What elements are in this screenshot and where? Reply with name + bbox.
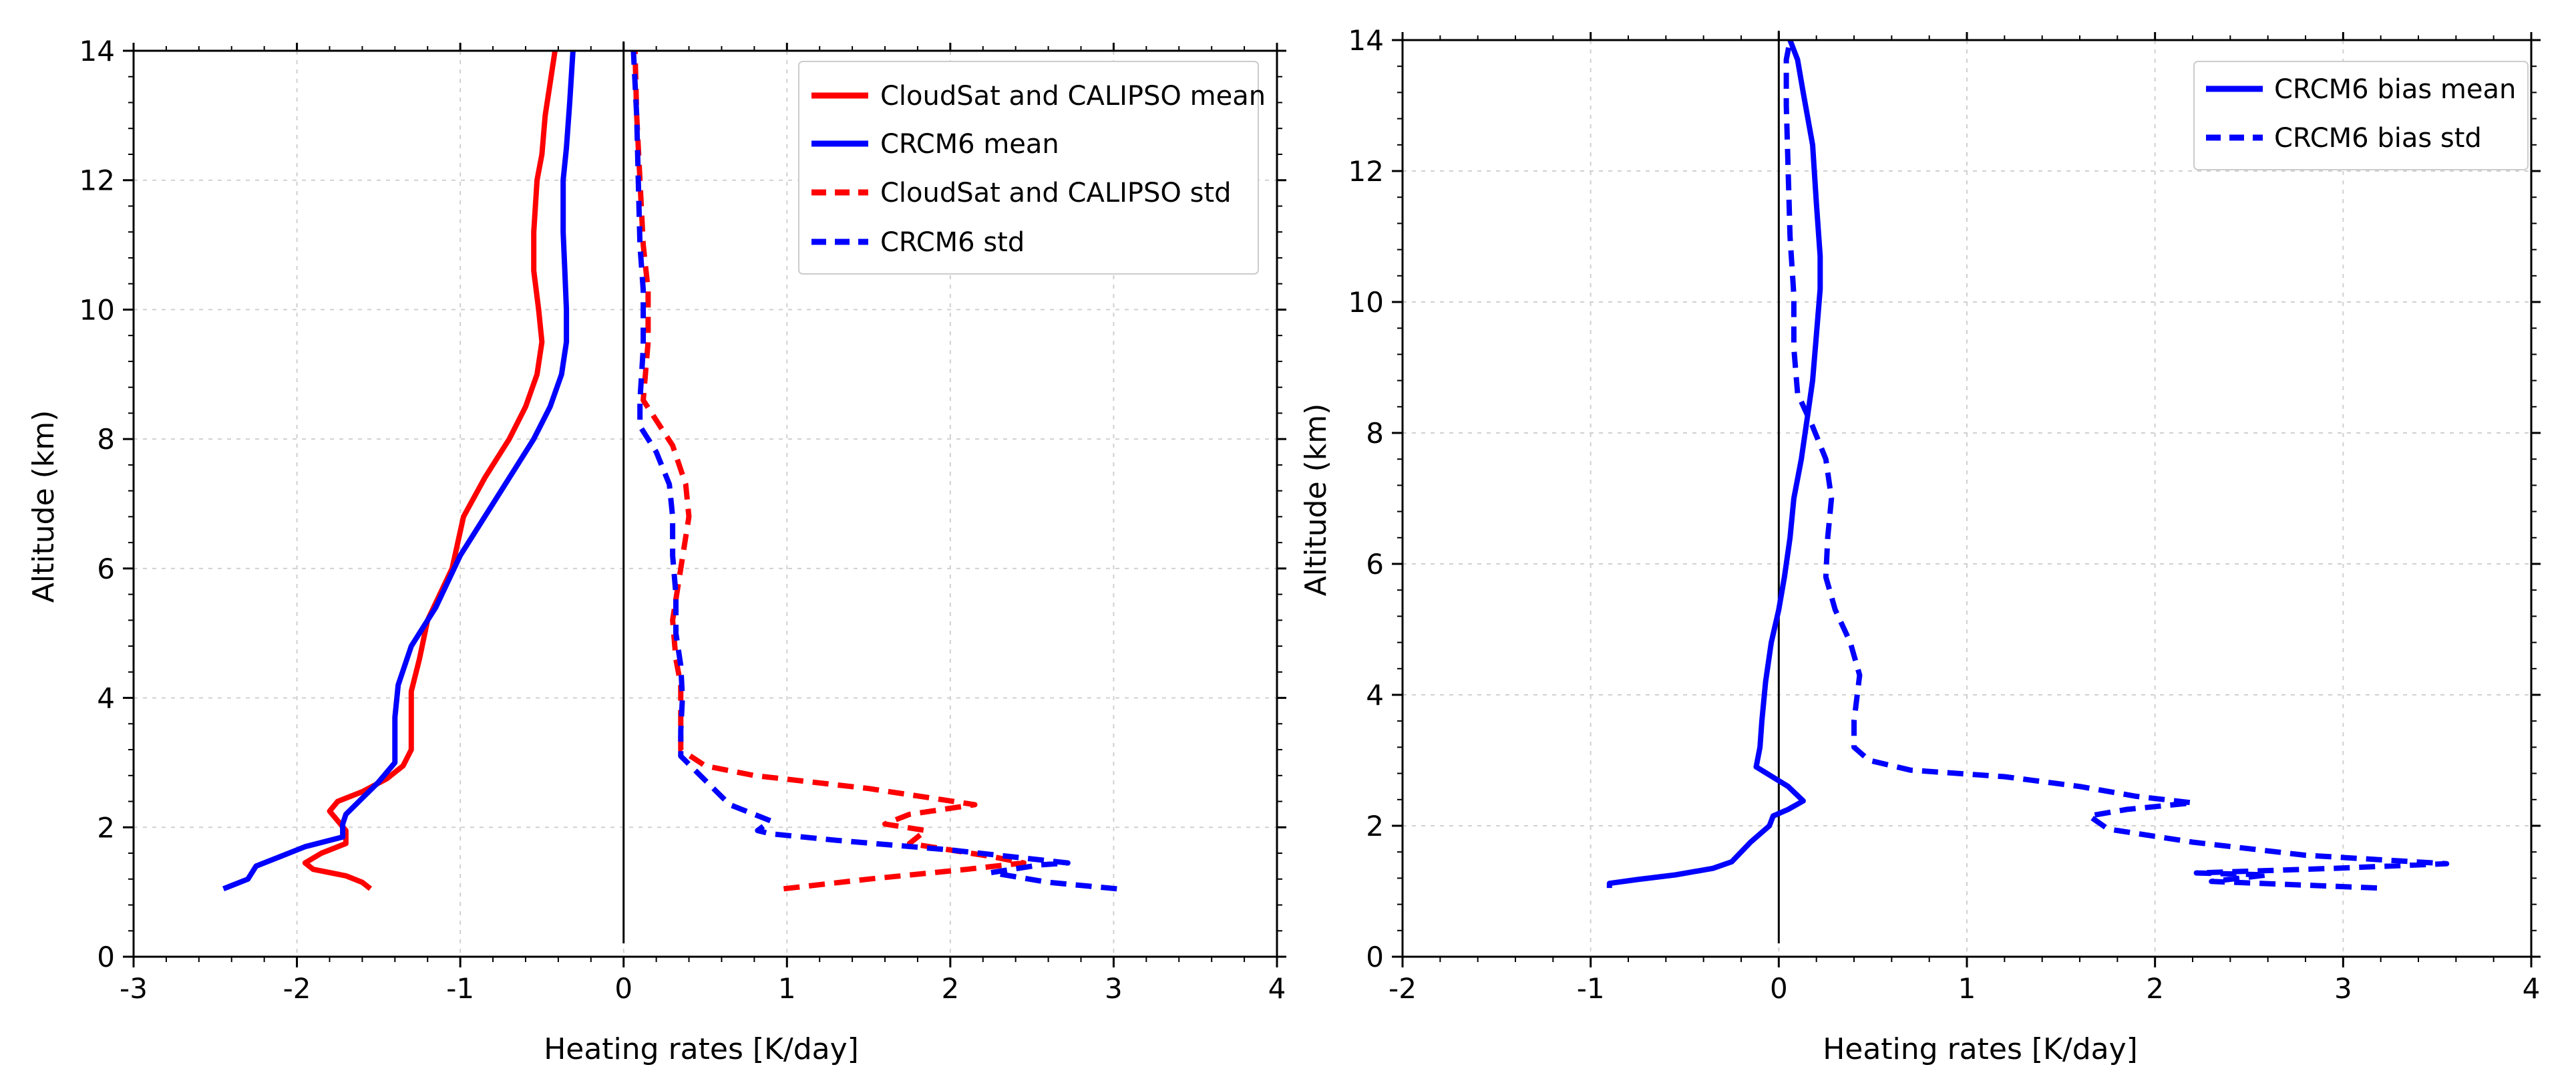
left-legend-label-obs-mean: CloudSat and CALIPSO mean <box>880 81 1266 112</box>
x-tick-label: -1 <box>1577 972 1605 1005</box>
y-tick-label: 6 <box>1366 548 1384 581</box>
x-tick-label: 3 <box>1105 972 1123 1005</box>
y-tick-label: 10 <box>1348 286 1384 319</box>
x-tick-label: -1 <box>446 972 474 1005</box>
y-tick-label: 10 <box>79 293 115 326</box>
right-plot-lines <box>1606 31 2450 943</box>
y-tick-label: 4 <box>1366 679 1384 712</box>
x-tick-label: 1 <box>778 972 796 1005</box>
x-tick-label: -2 <box>283 972 311 1005</box>
x-tick-label: 2 <box>941 972 959 1005</box>
left-y-axis-label: Altitude (km) <box>27 410 61 603</box>
y-tick-label: 2 <box>97 811 115 844</box>
series-line-crcm6-std <box>630 50 1117 892</box>
left-legend-box <box>798 61 1259 275</box>
x-tick-label: 4 <box>2523 972 2541 1005</box>
left-x-axis-label: Heating rates [K/day] <box>544 1032 859 1066</box>
left-legend-label-crcm6-mean: CRCM6 mean <box>880 129 1059 160</box>
left-axes-frame <box>132 49 1278 958</box>
right-legend-label-bias-std: CRCM6 bias std <box>2274 123 2482 154</box>
series-line-cloudsat-and-calipso-std <box>632 50 1027 892</box>
y-tick-label: 6 <box>97 553 115 585</box>
y-tick-label: 8 <box>1366 417 1384 450</box>
x-tick-label: -3 <box>120 972 148 1005</box>
left-legend-label-crcm6-std: CRCM6 std <box>880 227 1025 258</box>
right-legend-box <box>2193 61 2529 170</box>
right-y-axis-label: Altitude (km) <box>1299 404 1333 597</box>
series-line-crcm6-mean <box>222 50 576 892</box>
left-legend: CloudSat and CALIPSO mean CRCM6 mean Clo… <box>798 61 1266 275</box>
right-legend: CRCM6 bias mean CRCM6 bias std <box>2193 61 2529 170</box>
left-legend-label-obs-std: CloudSat and CALIPSO std <box>880 178 1232 208</box>
y-tick-label: 12 <box>1348 155 1384 188</box>
y-tick-label: 2 <box>1366 810 1384 842</box>
right-legend-label-bias-mean: CRCM6 bias mean <box>2274 74 2516 105</box>
y-tick-label: 12 <box>79 164 115 197</box>
y-tick-label: 14 <box>79 35 115 67</box>
series-line-crcm6-bias-mean <box>1606 39 1823 889</box>
y-tick-label: 8 <box>97 423 115 456</box>
x-tick-label: 3 <box>2334 972 2352 1005</box>
x-tick-label: 2 <box>2146 972 2164 1005</box>
x-tick-label: 1 <box>1958 972 1976 1005</box>
x-tick-label: -2 <box>1389 972 1417 1005</box>
y-tick-label: 4 <box>97 682 115 715</box>
y-tick-label: 0 <box>1366 941 1384 973</box>
y-tick-label: 0 <box>97 941 115 973</box>
x-tick-label: 0 <box>614 972 632 1005</box>
x-tick-label: 0 <box>1770 972 1788 1005</box>
y-tick-label: 14 <box>1348 24 1384 57</box>
left-plot-lines <box>222 41 1117 943</box>
x-tick-label: 4 <box>1268 972 1286 1005</box>
series-line-crcm6-bias-std <box>1783 39 2450 891</box>
right-axes-frame <box>1401 39 2533 958</box>
series-line-cloudsat-and-calipso-mean <box>302 50 558 891</box>
right-x-axis-label: Heating rates [K/day] <box>1823 1032 2138 1066</box>
